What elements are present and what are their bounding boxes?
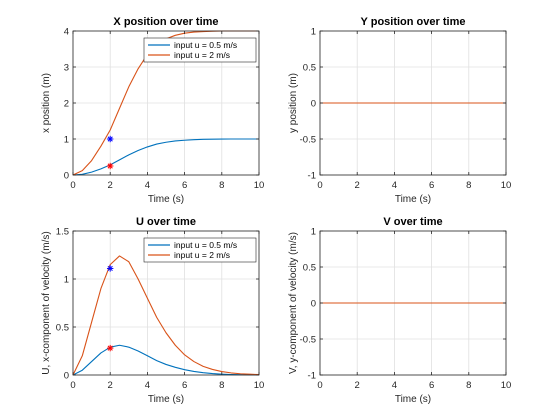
plot-3: 0 2 4 6 8 10 0 0.5 1 1.5 U over time Time (s) U, x-c…	[41, 216, 264, 405]
plot-title: Y position over time	[361, 16, 466, 28]
legend-box	[143, 237, 257, 263]
y-tick-label: 0	[311, 299, 316, 310]
x-tick-label: 10	[501, 380, 512, 391]
y-tick-label: 3	[64, 63, 69, 74]
y-axis-label: y position (m)	[288, 73, 299, 133]
x-tick-label: 8	[466, 380, 471, 391]
y-tick-label: -1	[308, 171, 316, 182]
y-tick-label: 0	[64, 371, 69, 382]
y-tick-label: 1	[311, 227, 316, 238]
series-line-1	[72, 138, 259, 176]
x-tick-label: 4	[392, 380, 397, 391]
y-tick-label: 0.5	[56, 323, 69, 334]
y-tick-label: 0	[64, 171, 69, 182]
y-tick-label: 1	[64, 275, 69, 286]
y-axis-label: U, x-component of velocity (m/s)	[41, 231, 52, 374]
plot-title: U over time	[136, 216, 196, 228]
x-tick-label: 2	[355, 180, 360, 191]
x-tick-label: 4	[145, 180, 150, 191]
x-tick-label: 0	[70, 180, 75, 191]
plot-1: 0 2 4 6 8 10 0 1 2 3 4 X position over time Time (s)…	[41, 16, 264, 205]
x-tick-label: 6	[429, 180, 434, 191]
x-tick-label: 6	[182, 180, 187, 191]
legend-box	[143, 37, 257, 63]
x-tick-label: 2	[108, 380, 113, 391]
legend-label-2: input u = 2 m/s	[174, 250, 230, 260]
x-tick-label: 10	[254, 180, 265, 191]
asterisk-marker	[107, 344, 114, 352]
y-axis-label: V, y-component of velocity (m/s)	[288, 232, 299, 374]
y-axis-label: x position (m)	[41, 73, 52, 133]
x-axis-label: Time (s)	[395, 394, 431, 405]
y-tick-label: 0.5	[303, 63, 316, 74]
y-tick-label: -0.5	[300, 135, 316, 146]
marker-stroke	[107, 265, 113, 272]
x-tick-label: 0	[317, 180, 322, 191]
x-axis-label: Time (s)	[148, 394, 184, 405]
y-tick-label: 4	[64, 27, 69, 38]
y-tick-label: 1.5	[56, 227, 69, 238]
x-tick-label: 2	[108, 180, 113, 191]
marker-stroke	[107, 136, 113, 142]
y-tick-label: 1	[311, 27, 316, 38]
plot-2: 0 2 4 6 8 10 -1 -0.5 0 0.5 1 Y position over time Ti…	[288, 16, 511, 205]
legend-label-1: input u = 0.5 m/s	[174, 240, 237, 250]
x-tick-label: 4	[145, 380, 150, 391]
y-tick-label: 0	[311, 99, 316, 110]
x-tick-label: 8	[466, 180, 471, 191]
y-tick-label: -1	[308, 371, 316, 382]
x-axis-label: Time (s)	[395, 194, 431, 205]
x-tick-label: 10	[254, 380, 265, 391]
series-line-1	[72, 344, 260, 376]
asterisk-marker	[107, 265, 114, 272]
x-tick-label: 0	[317, 380, 322, 391]
marker-stroke	[107, 163, 113, 169]
plot-4: 0 2 4 6 8 10 -1 -0.5 0 0.5 1 V over time Time (s) V, …	[288, 216, 511, 405]
asterisk-marker	[107, 162, 114, 170]
asterisk-marker	[107, 135, 114, 143]
y-tick-label: 2	[64, 99, 69, 110]
plot-title: V over time	[383, 216, 442, 228]
legend-label-2: input u = 2 m/s	[174, 50, 230, 60]
y-tick-label: 1	[64, 135, 69, 146]
y-tick-label: 0.5	[303, 263, 316, 274]
x-axis-label: Time (s)	[148, 194, 184, 205]
series-line-2	[72, 255, 260, 376]
x-tick-label: 8	[219, 380, 224, 391]
x-tick-label: 0	[70, 380, 75, 391]
plot-title: X position over time	[113, 16, 218, 28]
x-tick-label: 4	[392, 180, 397, 191]
x-tick-label: 2	[355, 380, 360, 391]
x-tick-label: 6	[182, 380, 187, 391]
legend-label-1: input u = 0.5 m/s	[174, 40, 237, 50]
marker-stroke	[107, 345, 113, 351]
axes-frame	[72, 230, 260, 376]
x-tick-label: 10	[501, 180, 512, 191]
x-tick-label: 6	[429, 380, 434, 391]
x-tick-label: 8	[219, 180, 224, 191]
y-tick-label: -0.5	[300, 335, 316, 346]
